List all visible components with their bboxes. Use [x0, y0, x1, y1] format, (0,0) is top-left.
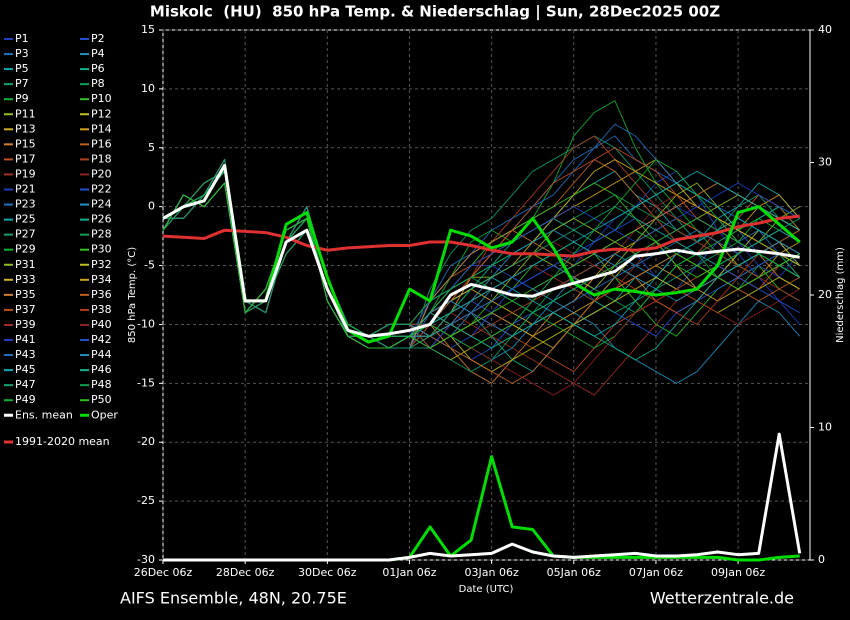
legend-label: P34 — [91, 273, 112, 286]
legend-label: P21 — [15, 183, 36, 196]
legend-label: P43 — [15, 348, 36, 361]
y2-axis-label: Niederschlag (mm) — [835, 247, 846, 343]
y2-tick-label: 20 — [818, 288, 832, 301]
legend-label: P5 — [15, 62, 29, 75]
clim-line — [162, 214, 800, 258]
y-tick-label: 0 — [148, 200, 155, 213]
legend-label: P2 — [91, 32, 105, 45]
legend-label: P30 — [91, 243, 112, 256]
legend-label: P25 — [15, 213, 36, 226]
y2-tick-label: 0 — [818, 553, 825, 566]
legend-label: P42 — [91, 333, 112, 346]
x-tick-label: 26Dec 06z — [134, 566, 193, 579]
legend-label: P27 — [15, 228, 36, 241]
x-tick-label: 05Jan 06z — [547, 566, 601, 579]
y-tick-label: -5 — [144, 259, 155, 272]
legend-label: P16 — [91, 137, 112, 150]
legend-label: P12 — [91, 107, 112, 120]
footer-source: Wetterzentrale.de — [650, 589, 794, 608]
precip-line — [163, 455, 800, 562]
legend-label: P9 — [15, 92, 29, 105]
y-tick-label: -25 — [137, 494, 155, 507]
legend-label: P46 — [91, 363, 112, 376]
legend-label: Oper — [91, 408, 118, 421]
legend-label: P26 — [91, 213, 112, 226]
x-tick-label: 28Dec 06z — [216, 566, 275, 579]
legend-label: P23 — [15, 198, 36, 211]
y-tick-label: -30 — [137, 553, 155, 566]
legend-label: P20 — [91, 167, 112, 180]
y-tick-label: -20 — [137, 435, 155, 448]
legend-label: P48 — [91, 378, 112, 391]
precip-line — [163, 432, 802, 562]
legend-label: P22 — [91, 183, 112, 196]
x-tick-label: 03Jan 06z — [465, 566, 519, 579]
legend-label: P19 — [15, 167, 36, 180]
x-tick-label: 30Dec 06z — [298, 566, 357, 579]
y-tick-label: 5 — [148, 141, 155, 154]
member-line — [162, 182, 800, 349]
x-axis-label: Date (UTC) — [459, 584, 514, 595]
legend-label: 1991-2020 mean — [15, 435, 110, 448]
legend-label: P14 — [91, 122, 112, 135]
x-tick-label: 07Jan 06z — [629, 566, 683, 579]
y2-tick-label: 10 — [818, 421, 832, 434]
legend-label: P1 — [15, 32, 29, 45]
footer-model: AIFS Ensemble, 48N, 20.75E — [120, 589, 347, 608]
legend-label: P41 — [15, 333, 36, 346]
legend-label: P50 — [91, 393, 112, 406]
chart-title: Miskolc (HU) 850 hPa Temp. & Niederschla… — [150, 3, 720, 22]
y-tick-label: -15 — [137, 376, 155, 389]
y-tick-label: 10 — [141, 82, 155, 95]
legend-label: P8 — [91, 77, 105, 90]
legend-label: P7 — [15, 77, 29, 90]
legend-label: P47 — [15, 378, 36, 391]
legend-label: P35 — [15, 288, 36, 301]
legend-label: P49 — [15, 393, 36, 406]
legend-label: Ens. mean — [15, 408, 73, 421]
legend-label: P45 — [15, 363, 36, 376]
y-tick-label: 15 — [141, 23, 155, 36]
legend-label: P36 — [91, 288, 112, 301]
y2-tick-label: 40 — [818, 23, 832, 36]
x-tick-label: 09Jan 06z — [711, 566, 765, 579]
legend-label: P38 — [91, 303, 112, 316]
mean-line — [162, 163, 800, 338]
legend-label: P32 — [91, 258, 112, 271]
legend-label: P28 — [91, 228, 112, 241]
legend-label: P11 — [15, 107, 36, 120]
legend-label: P40 — [91, 318, 112, 331]
y2-tick-label: 30 — [818, 156, 832, 169]
legend-label: P4 — [91, 47, 105, 60]
legend-label: P44 — [91, 348, 112, 361]
legend-label: P29 — [15, 243, 36, 256]
legend-label: P15 — [15, 137, 36, 150]
legend-label: P18 — [91, 152, 112, 165]
legend-label: P37 — [15, 303, 36, 316]
legend-label: P33 — [15, 273, 36, 286]
legend-label: P3 — [15, 47, 29, 60]
y-tick-label: -10 — [137, 317, 155, 330]
legend-label: P17 — [15, 152, 36, 165]
legend-label: P13 — [15, 122, 36, 135]
legend-label: P39 — [15, 318, 36, 331]
x-tick-label: 01Jan 06z — [382, 566, 436, 579]
legend-label: P6 — [91, 62, 105, 75]
legend-label: P31 — [15, 258, 36, 271]
legend-label: P24 — [91, 198, 112, 211]
y-axis-label: 850 hPa Temp. (°C) — [127, 247, 138, 343]
legend-label: P10 — [91, 92, 112, 105]
